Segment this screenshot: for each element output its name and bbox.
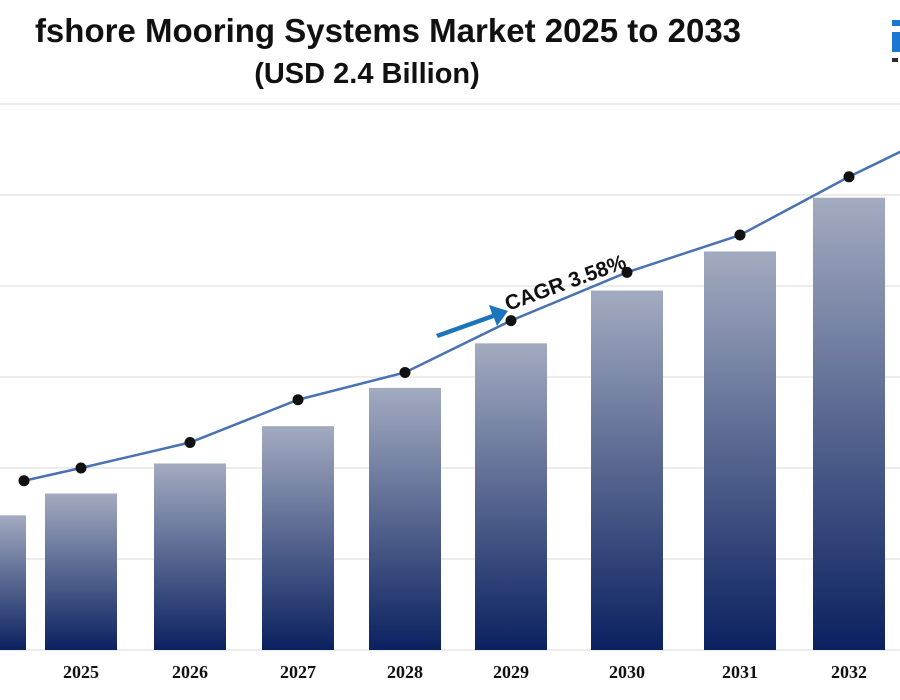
x-tick-label: 2029 [493, 662, 529, 682]
cagr-arrow-icon [436, 305, 508, 338]
bars [0, 197, 885, 651]
x-tick-label: 2027 [280, 662, 316, 682]
trend-marker [18, 475, 30, 487]
trend-marker [75, 462, 87, 474]
bar [262, 426, 334, 650]
bar [475, 343, 547, 650]
bar [154, 463, 226, 650]
trend-marker [621, 266, 633, 278]
trend-marker [843, 171, 855, 183]
bar [45, 493, 117, 650]
bar [0, 515, 26, 650]
chart-title: fshore Mooring Systems Market 2025 to 20… [34, 12, 742, 49]
trend-marker [292, 394, 304, 406]
trend-line-path [23, 150, 900, 482]
trend-marker [184, 437, 196, 449]
trend-marker [399, 366, 411, 378]
x-tick-label: 2030 [609, 662, 645, 682]
chart-subtitle: (USD 2.4 Billion) [254, 58, 480, 90]
bar [813, 197, 885, 651]
x-tick-label: 2028 [387, 662, 423, 682]
x-tick-label: 2026 [172, 662, 208, 682]
trend-line [23, 150, 900, 482]
bar [369, 387, 441, 650]
bar [591, 290, 663, 650]
brand-logo-icon [890, 18, 900, 74]
trend-marker [734, 229, 746, 241]
x-tick-label: 2032 [831, 662, 867, 682]
trend-marker [505, 315, 517, 327]
x-tick-label: 2031 [722, 662, 758, 682]
bar [704, 251, 776, 651]
trend-markers [18, 171, 855, 487]
x-axis-ticks: 2025 2026 2027 2028 2029 2030 2031 2032 [63, 662, 867, 682]
x-tick-label: 2025 [63, 662, 99, 682]
